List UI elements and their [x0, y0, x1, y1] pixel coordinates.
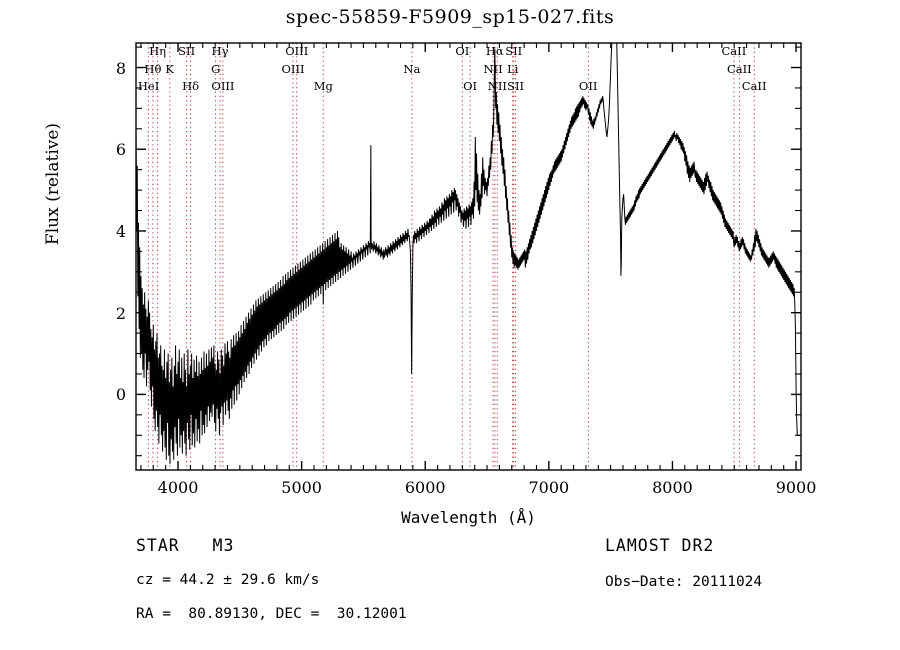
- line-marker-guides: [147, 43, 755, 470]
- line-label-HeI: HeI: [137, 79, 160, 93]
- line-label-OIII: OIII: [281, 62, 305, 76]
- y-tick-label: 0: [115, 385, 126, 405]
- line-label-OII: OII: [578, 79, 598, 93]
- line-label-NII: NII: [483, 62, 503, 76]
- spectrum-trace: [136, 43, 801, 464]
- y-tick-label: 6: [115, 140, 126, 160]
- x-tick-label: 8000: [652, 478, 693, 497]
- line-label-G: G: [211, 62, 221, 76]
- axis-frame: [135, 42, 802, 471]
- page-title: spec-55859-F5909_sp15-027.fits: [285, 6, 615, 28]
- x-tick-label: 6000: [404, 478, 446, 497]
- x-tick-label: 5000: [281, 478, 322, 497]
- line-label-H: Hη: [149, 44, 167, 58]
- line-label-SII: SII: [178, 44, 196, 58]
- line-label-SII: SII: [507, 79, 525, 93]
- y-axis-label: Flux (relative): [43, 122, 63, 246]
- line-label-SII: SII: [505, 44, 523, 58]
- cz-line: cz = 44.2 ± 29.6 km/s: [136, 572, 320, 588]
- obs-date-line: Obs−Date: 20111024: [605, 574, 763, 590]
- line-label-OI: OI: [463, 79, 478, 93]
- star-type-line: STAR M3: [136, 536, 235, 555]
- coordinates-line: RA = 80.89130, DEC = 30.12001: [136, 606, 407, 622]
- line-label-Mg: Mg: [313, 79, 333, 93]
- survey-line: LAMOST DR2: [605, 536, 715, 555]
- line-label-OIII: OIII: [285, 44, 309, 58]
- y-tick-label: 8: [115, 58, 126, 78]
- line-label-H: Hα: [485, 44, 504, 58]
- line-label-OIII: OIII: [211, 79, 235, 93]
- line-label-Li: Li: [507, 62, 519, 76]
- line-label-H: Hγ: [211, 44, 229, 58]
- line-label-K: K: [165, 62, 174, 76]
- line-label-OI: OI: [455, 44, 470, 58]
- line-label-NII: NII: [487, 79, 507, 93]
- line-label-Na: Na: [403, 62, 421, 76]
- x-axis-label: Wavelength (Å): [401, 508, 536, 527]
- x-tick-label: 7000: [528, 478, 570, 497]
- y-tick-label: 2: [115, 303, 126, 323]
- line-label-H: Hθ: [144, 62, 162, 76]
- x-tick-label: 9000: [775, 478, 817, 497]
- line-label-CaII: CaII: [726, 62, 752, 76]
- line-label-CaII: CaII: [741, 79, 767, 93]
- line-label-CaII: CaII: [721, 44, 747, 58]
- line-label-H: Hδ: [182, 79, 200, 93]
- y-tick-label: 4: [115, 221, 126, 241]
- x-tick-label: 4000: [157, 478, 199, 497]
